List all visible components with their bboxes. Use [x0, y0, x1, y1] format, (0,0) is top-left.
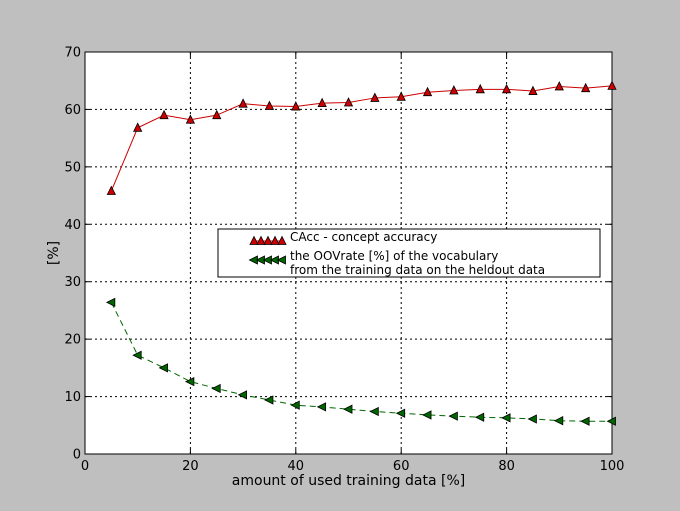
data-point [105, 297, 116, 308]
y-tick-label: 50 [64, 160, 81, 175]
data-point [106, 185, 116, 195]
y-tick-label: 40 [64, 218, 81, 233]
legend-swatch-marker [276, 255, 286, 265]
legend-item-1: CAcc - concept accuracy [249, 230, 437, 245]
data-point [581, 82, 591, 93]
y-tick-label: 60 [64, 103, 81, 118]
data-point [474, 412, 485, 422]
data-point [291, 101, 301, 111]
legend-swatch-marker [256, 235, 266, 245]
data-point [238, 98, 248, 108]
data-point [343, 404, 353, 414]
data-point [264, 395, 274, 405]
y-axis-label: [%] [46, 241, 62, 265]
data-point [185, 376, 195, 387]
legend: CAcc - concept accuracy the OOVrate [%] o… [217, 228, 601, 278]
data-point [395, 408, 406, 418]
series-group [105, 80, 617, 426]
data-point [343, 97, 354, 107]
data-point [422, 410, 432, 420]
data-point [212, 109, 222, 120]
series-1 [106, 80, 617, 195]
legend-swatch-marker [249, 235, 259, 245]
legend-swatch-marker [277, 235, 287, 245]
data-point [553, 416, 564, 426]
legend-swatch-marker [270, 235, 280, 245]
data-point [528, 85, 538, 95]
data-point [396, 91, 406, 101]
data-point [159, 109, 169, 120]
data-point [370, 92, 380, 102]
data-point [317, 97, 327, 108]
y-tick-label: 30 [64, 275, 81, 290]
data-point [264, 100, 275, 110]
data-point [501, 413, 511, 423]
y-tick-label: 20 [64, 333, 81, 348]
axis-ticks: 0 20 40 60 80 100 0 10 20 30 40 50 60 70 [64, 46, 624, 475]
x-tick-label: 40 [288, 459, 305, 474]
legend-label: CAcc - concept accuracy [290, 230, 437, 244]
data-point [290, 400, 300, 410]
x-tick-label: 20 [182, 459, 199, 474]
data-point [422, 86, 433, 97]
data-point [448, 411, 458, 421]
data-point [449, 85, 459, 95]
series-line [110, 85, 613, 192]
data-point [527, 414, 537, 424]
legend-item-2: the OOVrate [%] of the vocabulary from th… [248, 249, 545, 277]
y-tick-label: 0 [73, 448, 81, 463]
data-point [606, 416, 616, 426]
x-axis-label: amount of used training data [%] [232, 473, 465, 489]
data-point [369, 406, 379, 417]
data-point [158, 363, 168, 373]
data-point [554, 81, 564, 91]
y-tick-label: 10 [64, 390, 81, 405]
x-tick-label: 80 [498, 459, 515, 474]
x-tick-label: 100 [600, 459, 625, 474]
data-point [316, 402, 327, 412]
data-point [501, 83, 512, 94]
x-tick-label: 60 [393, 459, 410, 474]
x-tick-label: 0 [81, 459, 89, 474]
data-point [607, 80, 617, 90]
data-point [132, 350, 142, 360]
data-point [133, 122, 143, 132]
data-point [475, 83, 485, 94]
legend-label: the OOVrate [%] of the vocabulary from th… [290, 249, 545, 277]
data-point [580, 416, 590, 426]
series-2 [105, 297, 616, 426]
legend-swatch-marker [263, 235, 273, 245]
data-point [185, 114, 196, 124]
data-point [237, 390, 248, 400]
y-tick-label: 70 [64, 46, 81, 61]
data-point [211, 383, 221, 394]
series-line [110, 302, 612, 422]
